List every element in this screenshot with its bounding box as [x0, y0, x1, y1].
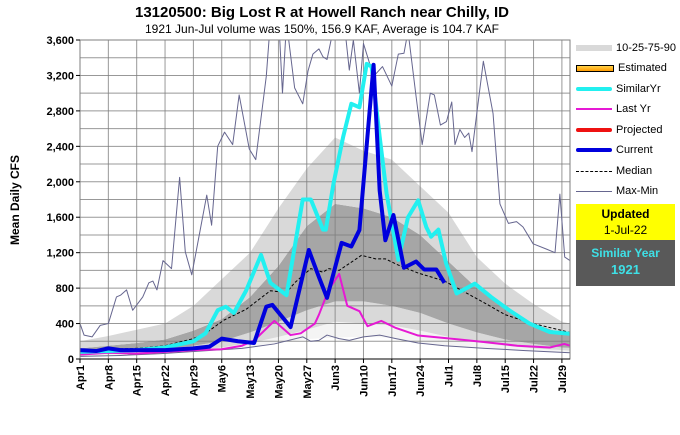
series-current: [80, 62, 447, 354]
x-axis: Apr1 Apr8 Apr15 Apr22 Apr29 May6 May13 May20 May…: [75, 358, 570, 399]
percentile-bands: [80, 137, 570, 357]
y-tick-label: 2,800: [46, 106, 74, 118]
band-10-25: [80, 301, 570, 355]
y-tick-label: 2,000: [46, 177, 74, 189]
legend-label: Current: [616, 144, 653, 156]
x-tick-label: Apr8: [103, 365, 115, 390]
y-tick-label: 800: [56, 283, 74, 295]
x-tick-label: Jul15: [500, 365, 512, 393]
x-tick-label: Jul8: [472, 365, 484, 387]
band-min-10: [80, 321, 570, 357]
legend-label: SimilarYr: [616, 83, 661, 95]
line-swatch-icon: [576, 128, 612, 132]
y-tick-label: 3,600: [46, 35, 74, 47]
line-swatch-icon: [576, 87, 612, 91]
x-tick-label: Jun3: [330, 365, 342, 391]
x-tick-label: Apr15: [132, 365, 144, 396]
legend-item-estimated: Estimated: [576, 61, 667, 75]
y-tick-label: 400: [56, 319, 74, 331]
similar-year-box: Similar Year 1921: [576, 240, 675, 286]
legend-label: Estimated: [618, 62, 667, 74]
legend-item-projected: Projected: [576, 123, 662, 137]
chart-title: 13120500: Big Lost R at Howell Ranch nea…: [135, 4, 509, 21]
line-swatch-icon: [576, 148, 612, 152]
x-tick-label: Jul29: [557, 365, 569, 393]
y-axis: 0 400 800 1,200 1,600 2,000 2,400 2,800 3,200 3,6…: [46, 35, 80, 366]
y-tick-label: 2,400: [46, 141, 74, 153]
line-swatch-icon: [576, 170, 612, 172]
line-swatch-icon: [576, 108, 612, 110]
x-tick-label: Apr29: [188, 365, 200, 396]
legend-item-median: Median: [576, 164, 652, 178]
legend-label: Max-Min: [616, 185, 659, 197]
updated-box: Updated 1-Jul-22: [576, 204, 675, 240]
y-tick-label: 0: [68, 354, 74, 366]
x-tick-label: May27: [302, 365, 314, 399]
x-tick-label: Jun24: [415, 364, 427, 397]
series-max: [80, 40, 570, 338]
series-lines: [80, 40, 570, 357]
line-swatch-icon: [576, 190, 612, 192]
estimated-swatch-icon: [576, 64, 614, 72]
x-tick-label: Apr22: [160, 365, 172, 396]
x-tick-label: Jul22: [529, 365, 541, 393]
y-tick-label: 1,600: [46, 212, 74, 224]
x-tick-label: Jun17: [387, 365, 399, 397]
legend-item-current: Current: [576, 143, 653, 157]
x-tick-label: May13: [245, 365, 257, 399]
band-swatch-icon: [576, 45, 612, 51]
legend-item-lastyr: Last Yr: [576, 102, 651, 116]
legend-item-similaryr: SimilarYr: [576, 82, 661, 96]
similar-year-value: 1921: [611, 262, 640, 277]
similar-year-label: Similar Year: [591, 246, 660, 260]
series-similaryr: [80, 61, 570, 354]
updated-label: Updated: [601, 207, 650, 221]
legend-item-maxmin: Max-Min: [576, 184, 658, 198]
y-tick-label: 3,200: [46, 70, 74, 82]
legend-label: Projected: [616, 124, 663, 136]
x-tick-label: Jun10: [358, 365, 370, 397]
legend-label: Median: [616, 165, 653, 177]
legend-label: Last Yr: [616, 103, 651, 115]
legend-label: 10-25-75-90: [616, 42, 676, 54]
x-tick-label: Apr1: [75, 365, 87, 390]
x-tick-label: Jul1: [444, 365, 456, 387]
y-tick-label: 1,200: [46, 248, 74, 260]
band-75-90: [80, 137, 570, 349]
chart-subtitle: 1921 Jun-Jul volume was 150%, 156.9 KAF,…: [145, 22, 499, 36]
y-axis-label: Mean Daily CFS: [8, 155, 22, 245]
band-25-75: [80, 203, 570, 353]
x-tick-label: May6: [217, 365, 229, 393]
legend-item-percentiles: 10-25-75-90: [576, 41, 676, 55]
updated-date: 1-Jul-22: [603, 223, 648, 237]
x-tick-label: May20: [273, 365, 285, 399]
